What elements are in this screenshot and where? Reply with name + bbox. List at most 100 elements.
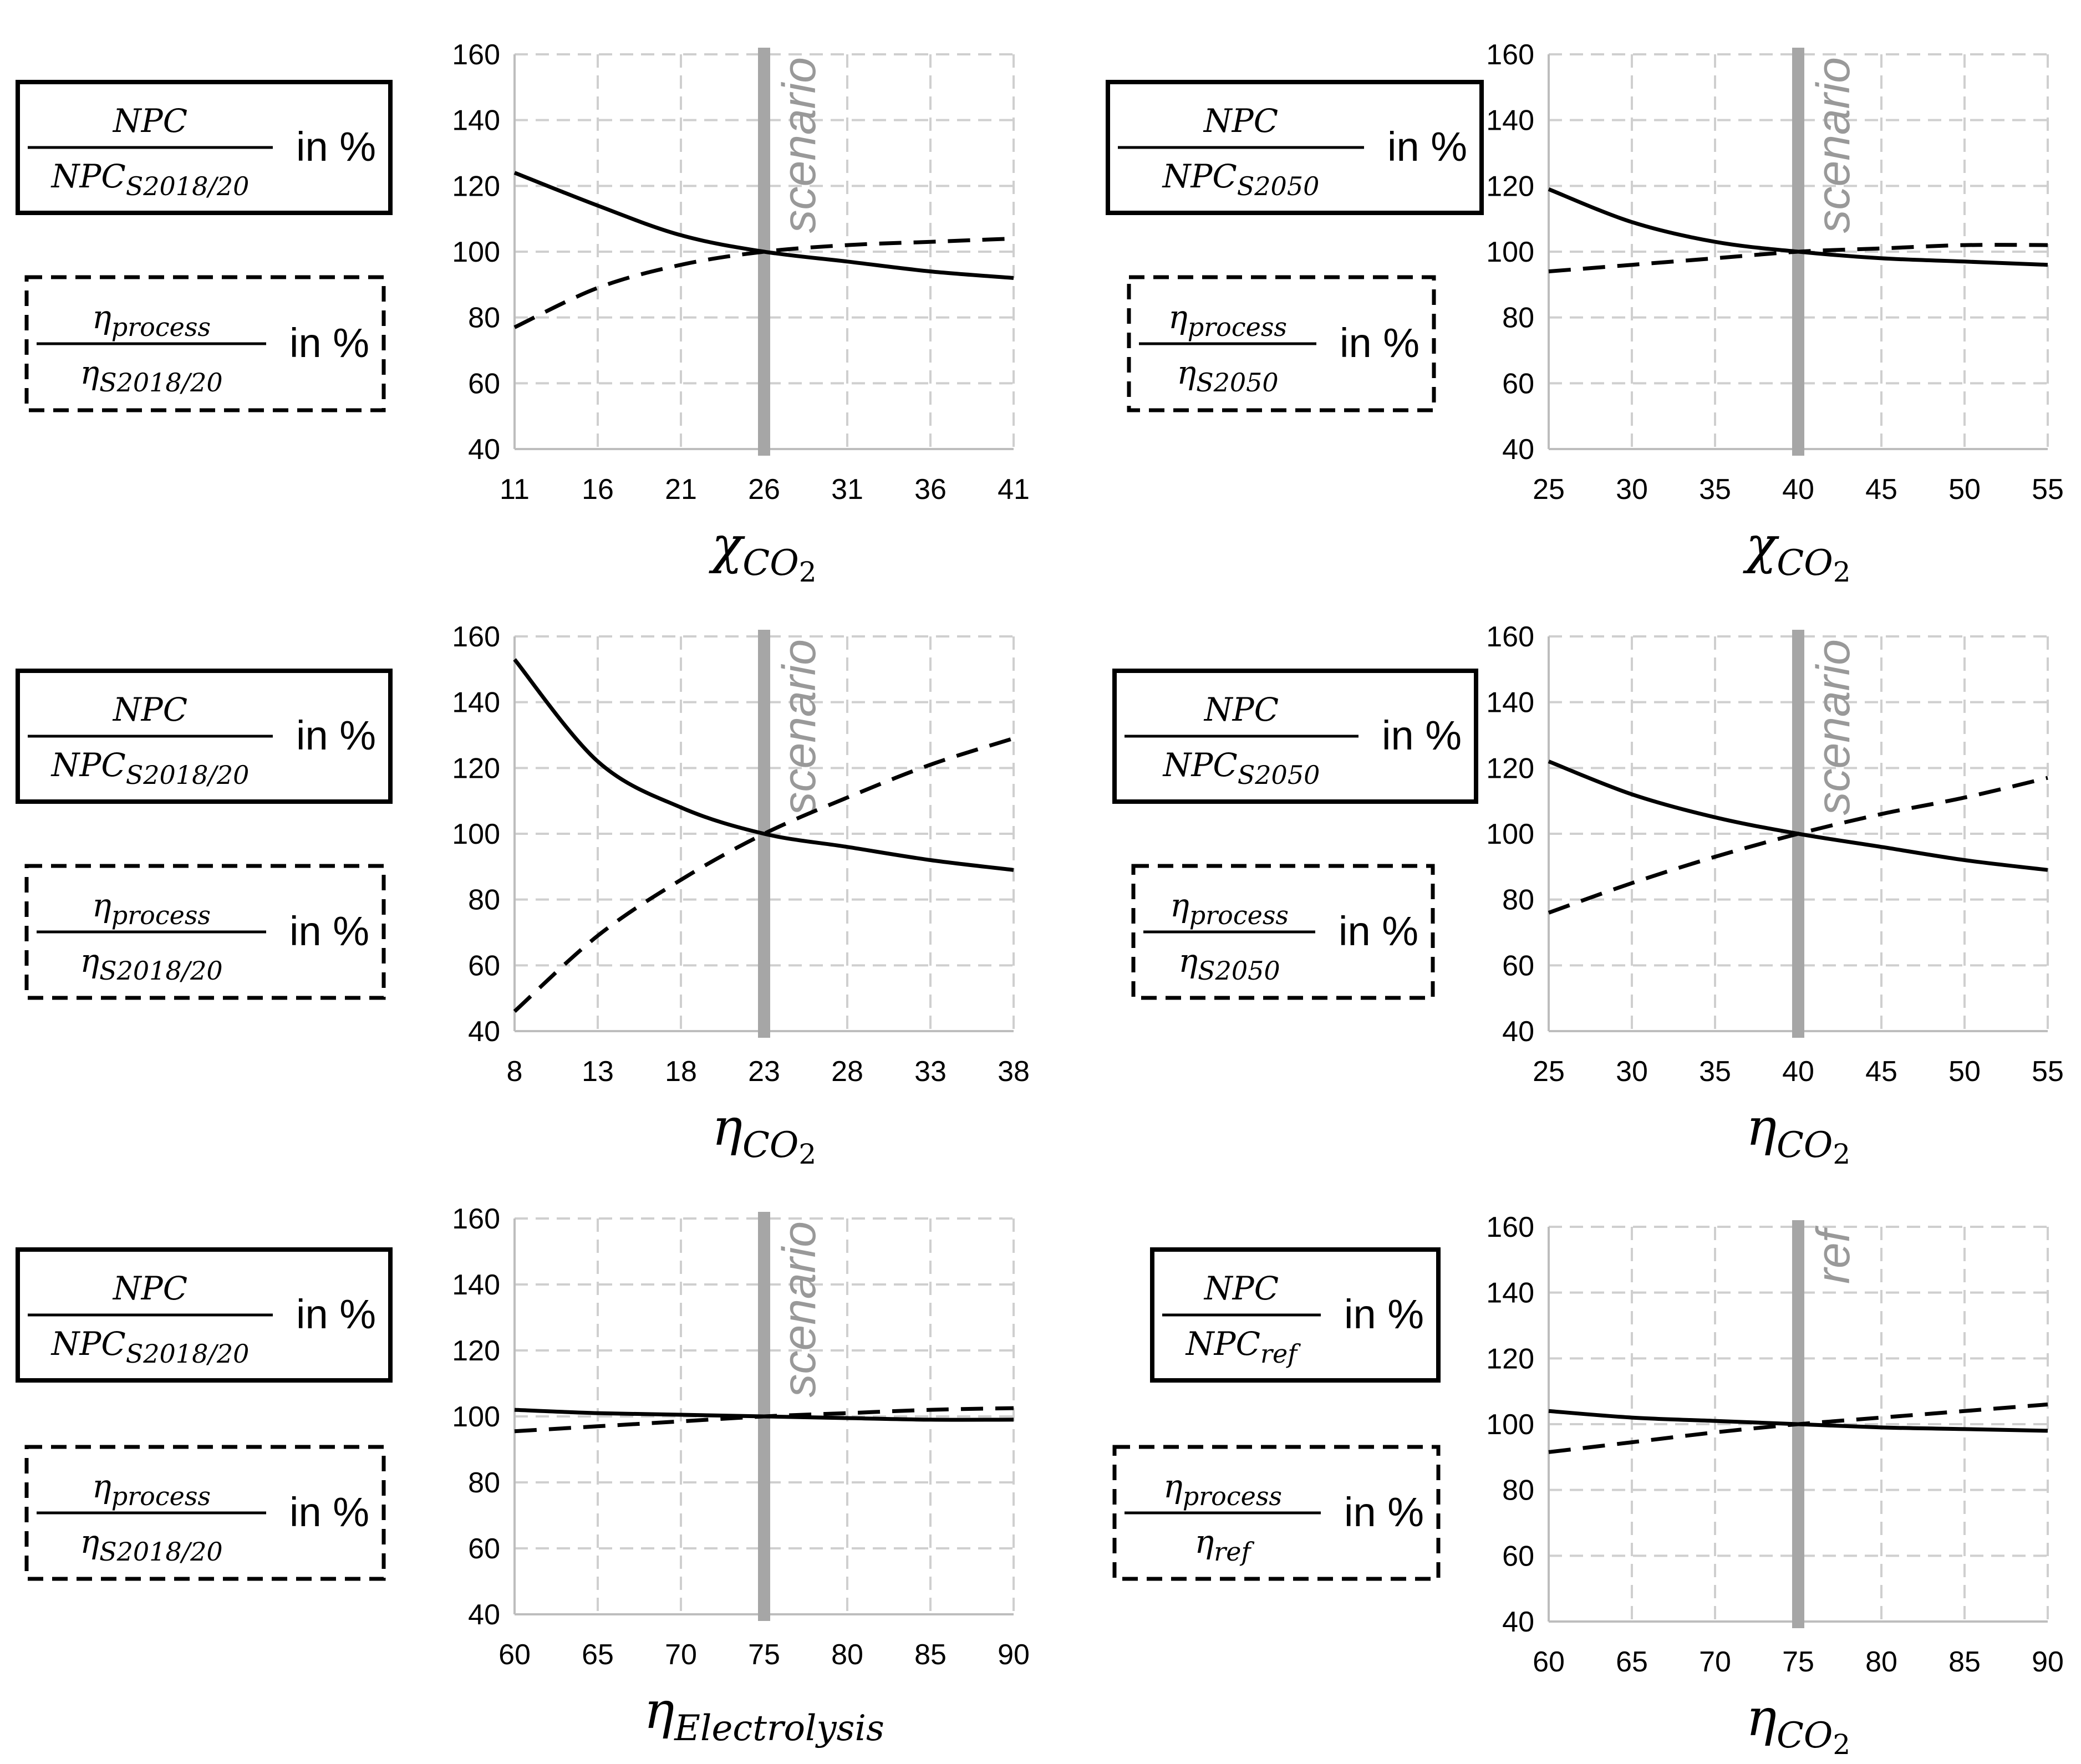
y-tick-label: 80 (1502, 884, 1534, 916)
legend-unit: in % (1344, 1291, 1424, 1337)
x-tick-label: 90 (998, 1639, 1030, 1671)
y-tick-label: 140 (1486, 105, 1534, 137)
legend-solid-4: NPC NPCS2050 in % (1112, 669, 1478, 804)
x-tick-label: 25 (1533, 473, 1565, 506)
legend-unit: in % (289, 320, 369, 366)
x-tick-label: 35 (1699, 473, 1731, 506)
legend-denominator: ηS2050 (1178, 942, 1280, 986)
y-tick-label: 140 (452, 105, 500, 137)
y-tick-label: 160 (1486, 39, 1534, 71)
legend-numerator: NPC (1203, 102, 1278, 140)
legend-denominator: NPCref (1185, 1325, 1301, 1369)
legend-denominator: NPCS2018/20 (50, 1325, 250, 1369)
x-tick-label: 11 (500, 473, 530, 506)
y-tick-label: 160 (1486, 621, 1534, 653)
series-line-efficiency (1548, 776, 2048, 915)
legend-numerator: ηprocess (92, 1467, 211, 1511)
series-line-efficiency (1548, 1402, 2048, 1454)
series-line-efficiency (513, 236, 1014, 329)
legend-dashed-2: ηprocess ηS2050 in % (1127, 275, 1436, 412)
y-tick-label: 100 (1486, 1409, 1534, 1441)
x-tick-label: 18 (665, 1056, 697, 1088)
legend-numerator: ηprocess (92, 886, 211, 930)
x-tick-label: 55 (2032, 1056, 2064, 1088)
x-tick-label: 36 (914, 473, 947, 506)
legend-unit: in % (1382, 712, 1462, 758)
y-tick-label: 40 (1502, 1606, 1534, 1638)
y-tick-label: 40 (1502, 1016, 1534, 1048)
y-tick-label: 100 (1486, 818, 1534, 850)
x-tick-label: 23 (748, 1056, 780, 1088)
legend-denominator: ηS2018/20 (80, 354, 222, 397)
series-line-efficiency (1548, 243, 2048, 274)
legend-numerator: NPC (1203, 691, 1279, 728)
x-axis-label: ηElectrolysis (644, 1681, 884, 1749)
x-axis-label: χCO2 (709, 516, 817, 588)
chart-1: 40 60 80 100 120 140 160 11 16 21 26 31 36 41 χCO2 scen… (16, 39, 1030, 588)
legend-denominator: NPCS2050 (1162, 746, 1320, 790)
x-tick-label: 21 (665, 473, 697, 506)
x-axis-label: χCO2 (1743, 516, 1851, 588)
y-tick-label: 40 (468, 1016, 500, 1048)
y-tick-label: 160 (452, 39, 500, 71)
legend-numerator: NPC (112, 1270, 187, 1307)
scenario-marker-label: ref (1807, 1225, 1859, 1284)
y-tick-label: 160 (452, 1203, 500, 1235)
legend-solid-2: NPC NPCS2050 in % (1106, 80, 1484, 215)
legend-solid-5: NPC NPCS2018/20 in % (16, 1247, 393, 1383)
chart-4: 40 60 80 100 120 140 160 25 30 35 40 45 50 55 ηCO2 scen… (1112, 621, 2064, 1170)
y-tick-label: 100 (452, 1401, 500, 1433)
y-tick-label: 140 (1486, 687, 1534, 719)
y-tick-label: 80 (468, 1467, 500, 1499)
legend-unit: in % (296, 1291, 376, 1337)
x-tick-label: 13 (582, 1056, 614, 1088)
legend-unit: in % (1340, 320, 1419, 366)
y-tick-label: 40 (468, 434, 500, 466)
y-tick-label: 100 (452, 818, 500, 850)
legend-denominator: NPCS2018/20 (50, 746, 250, 790)
x-tick-label: 26 (748, 473, 780, 506)
legend-denominator: ηref (1195, 1523, 1255, 1567)
legend-denominator: NPCS2018/20 (50, 157, 250, 201)
y-tick-label: 120 (1486, 170, 1534, 202)
x-tick-label: 60 (1533, 1646, 1565, 1678)
x-tick-label: 40 (1782, 473, 1814, 506)
x-tick-label: 75 (748, 1639, 780, 1671)
legend-unit: in % (1339, 908, 1418, 954)
x-tick-label: 8 (507, 1056, 523, 1088)
legend-dashed-4: ηprocess ηS2050 in % (1131, 864, 1435, 1000)
legend-unit: in % (289, 908, 369, 954)
legend-denominator: NPCS2050 (1162, 157, 1320, 201)
scenario-marker-label: scenario (773, 639, 825, 815)
x-tick-label: 28 (831, 1056, 863, 1088)
scenario-marker-label: scenario (1807, 639, 1859, 815)
x-tick-label: 85 (1948, 1646, 1981, 1678)
legend-solid-3: NPC NPCS2018/20 in % (16, 669, 393, 804)
y-tick-label: 120 (1486, 1343, 1534, 1375)
legend-solid-6: NPC NPCref in % (1150, 1247, 1441, 1383)
chart-3: 40 60 80 100 120 140 160 8 13 18 23 28 33 38 ηCO2 scena… (16, 621, 1030, 1170)
legend-unit: in % (1344, 1489, 1424, 1535)
series-line-efficiency (513, 736, 1015, 1013)
y-tick-label: 80 (468, 884, 500, 916)
x-tick-label: 50 (1948, 1056, 1981, 1088)
y-tick-label: 120 (452, 170, 500, 202)
y-tick-label: 160 (1486, 1211, 1534, 1243)
x-tick-label: 65 (1616, 1646, 1648, 1678)
x-tick-label: 60 (498, 1639, 531, 1671)
x-axis-label: ηCO2 (1746, 1098, 1850, 1170)
legend-unit: in % (289, 1489, 369, 1535)
x-tick-label: 30 (1616, 1056, 1648, 1088)
chart-2: 40 60 80 100 120 140 160 25 30 35 40 45 50 55 χCO2 scen… (1106, 39, 2064, 588)
y-tick-label: 140 (452, 1269, 500, 1301)
scenario-marker-label: scenario (773, 57, 825, 233)
x-tick-label: 41 (998, 473, 1030, 506)
x-tick-label: 16 (582, 473, 614, 506)
legend-unit: in % (296, 712, 376, 758)
y-tick-label: 40 (1502, 434, 1534, 466)
x-tick-label: 33 (914, 1056, 947, 1088)
y-tick-label: 40 (468, 1599, 500, 1631)
legend-denominator: ηS2018/20 (80, 942, 222, 986)
scenario-marker-label: scenario (773, 1221, 825, 1398)
y-tick-label: 60 (468, 950, 500, 982)
